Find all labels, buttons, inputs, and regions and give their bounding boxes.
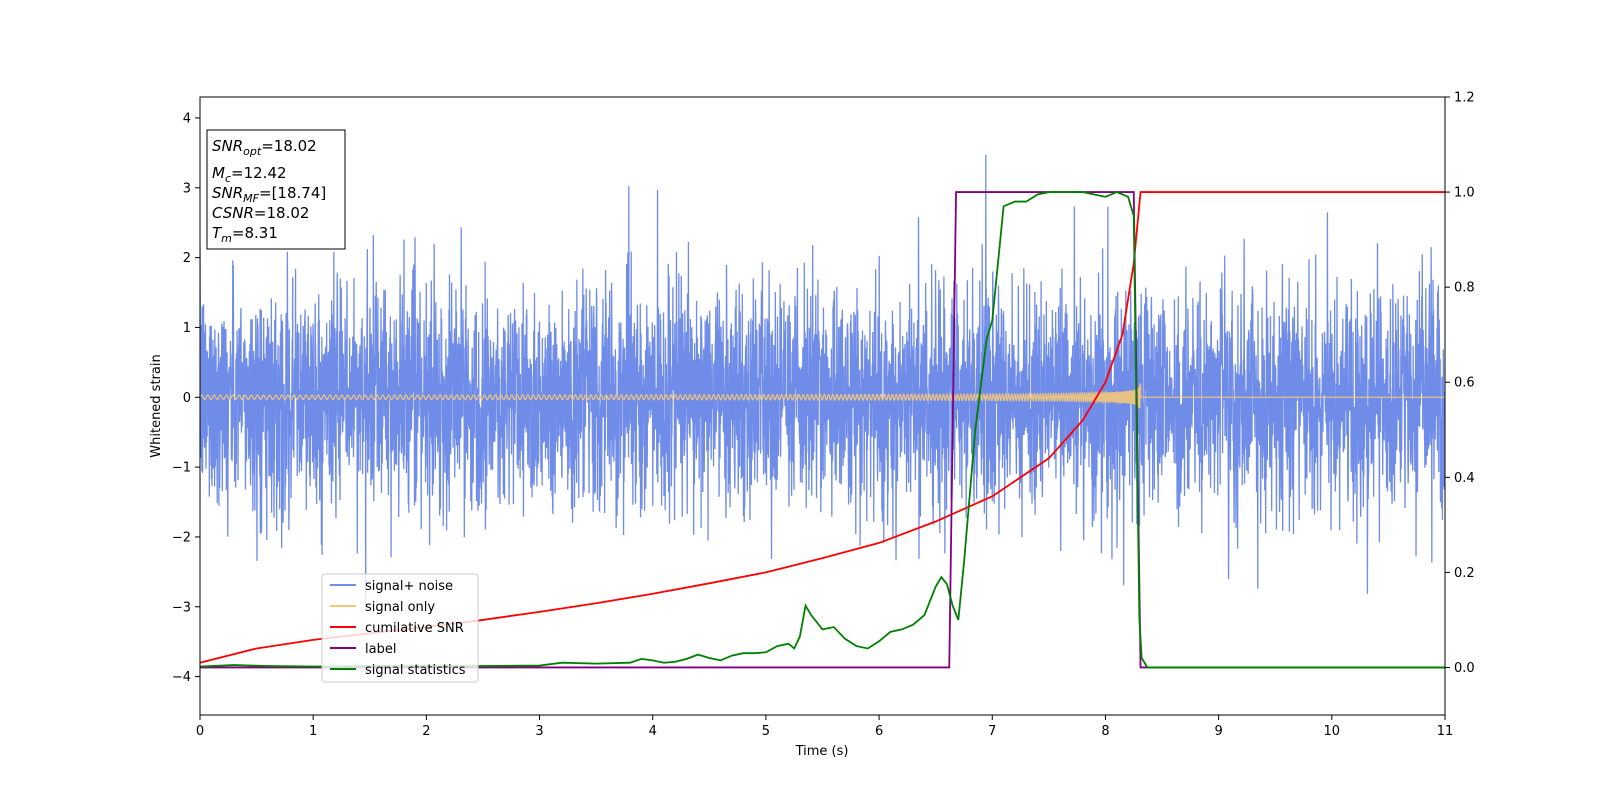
info-tm-value: =8.31 <box>232 224 278 242</box>
info-tm-main: T <box>212 224 223 242</box>
x-tick-label: 0 <box>196 724 204 739</box>
y-left-tick-label: 2 <box>183 251 191 266</box>
y-left-tick-label: −4 <box>172 670 191 685</box>
info-mc-main: M <box>212 164 225 182</box>
y-left-tick-label: −1 <box>172 461 191 476</box>
x-tick-label: 4 <box>649 724 657 739</box>
legend-frame <box>321 573 479 683</box>
info-snr-opt-main: SNR <box>212 137 243 155</box>
y-right-tick-label: 0.8 <box>1454 281 1475 296</box>
y-left-tick-label: −2 <box>172 530 191 545</box>
y-axis-label: Whitened strain <box>149 354 164 457</box>
y-left-tick-label: 3 <box>183 181 191 196</box>
x-tick-label: 3 <box>535 724 543 739</box>
y-left-tick-label: 0 <box>183 391 191 406</box>
info-mc: Mc=12.42 <box>212 164 287 185</box>
y-left-tick-label: 1 <box>183 321 191 336</box>
y-right-tick-label: 0.0 <box>1454 661 1475 676</box>
plot-frame <box>199 96 1446 716</box>
x-tick-label: 7 <box>988 724 996 739</box>
y-right-tick-label: 1.2 <box>1454 91 1475 106</box>
legend-label-cumulative-snr: cumilative SNR <box>365 621 464 636</box>
legend-label-signal-only: signal only <box>365 600 435 615</box>
info-snr-opt-value: =18.02 <box>261 137 317 155</box>
info-box: SNRopt=18.02 Mc=12.42 SNRMF=[18.74] CSNR… <box>206 129 346 250</box>
series-signal-noise <box>200 154 1445 608</box>
x-tick-label: 5 <box>762 724 770 739</box>
y-right-tick-label: 1.0 <box>1454 186 1475 201</box>
info-csnr-main: CSNR <box>212 204 254 222</box>
legend-label-label: label <box>365 642 396 657</box>
y-right-tick-label: 0.4 <box>1454 471 1475 486</box>
legend: signal+ noise signal only cumilative SNR… <box>321 573 479 683</box>
y-right-tick-label: 0.6 <box>1454 376 1475 391</box>
info-box-frame <box>206 129 346 250</box>
y-left-tick-label: −3 <box>172 600 191 615</box>
series-signal-statistics <box>200 191 1445 669</box>
y-left-tick-label: 4 <box>183 111 191 126</box>
info-mc-value: =12.42 <box>231 164 287 182</box>
info-csnr: CSNR=18.02 <box>212 204 309 222</box>
x-tick-label: 2 <box>422 724 430 739</box>
info-snr-opt-sub: opt <box>243 145 262 158</box>
info-snr-mf-value: =[18.74] <box>259 184 326 202</box>
legend-label-signal-statistics: signal statistics <box>365 663 466 678</box>
x-tick-label: 8 <box>1101 724 1109 739</box>
info-snr-mf-sub: MF <box>243 192 259 205</box>
x-tick-label: 10 <box>1324 724 1341 739</box>
x-tick-label: 9 <box>1214 724 1222 739</box>
series-signal-only <box>200 383 1445 409</box>
info-mc-sub: c <box>225 172 231 185</box>
info-csnr-value: =18.02 <box>254 204 310 222</box>
info-tm: Tm=8.31 <box>212 224 278 245</box>
legend-label-signal-noise: signal+ noise <box>365 579 453 594</box>
ticks-layer: 0 1 2 3 4 5 6 7 8 9 10 11 −4 −3 −2 −1 0 1 2 3 4 0.0 0.2 0.4 0.6 0… <box>172 91 1475 740</box>
x-tick-label: 1 <box>309 724 317 739</box>
info-tm-sub: m <box>221 232 232 245</box>
x-tick-label: 11 <box>1437 724 1454 739</box>
info-snr-mf-main: SNR <box>212 184 243 202</box>
info-snr-opt: SNRopt=18.02 <box>212 137 317 158</box>
info-snr-mf: SNRMF=[18.74] <box>212 184 326 205</box>
x-axis-label: Time (s) <box>795 744 849 759</box>
x-tick-label: 6 <box>875 724 883 739</box>
y-right-tick-label: 0.2 <box>1454 566 1475 581</box>
